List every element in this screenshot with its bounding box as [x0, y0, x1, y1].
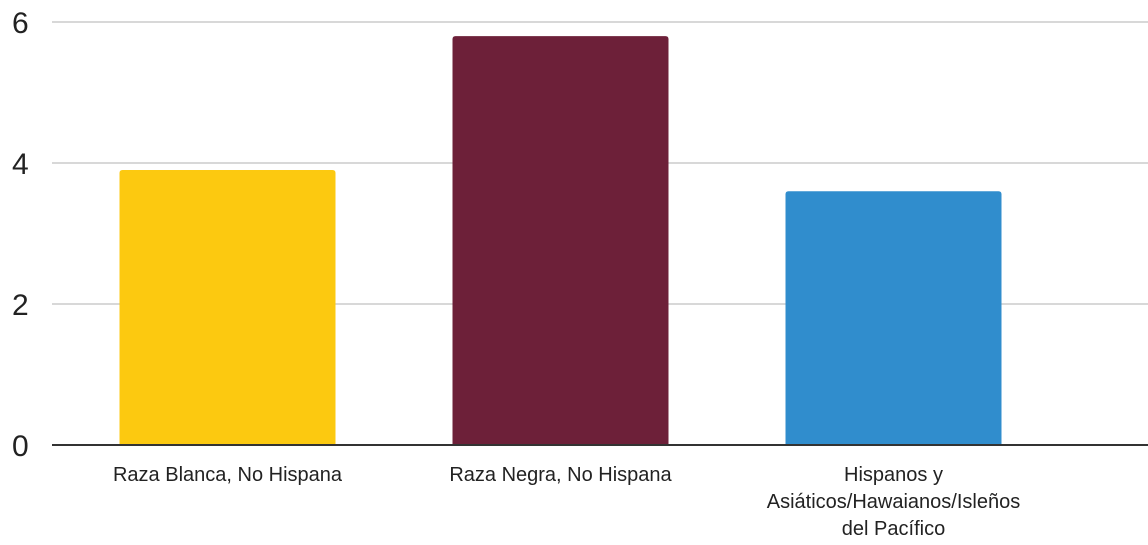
y-tick-label: 4 — [12, 148, 29, 181]
y-tick-label: 6 — [12, 7, 29, 40]
y-tick-label: 0 — [12, 430, 29, 463]
bar-2 — [452, 36, 669, 445]
x-category-label-line: Raza Blanca, No Hispana — [113, 464, 343, 486]
y-tick-label: 2 — [12, 289, 29, 322]
x-category-label: Hispanos y Asiáticos/Hawaianos/Isleños del… — [767, 464, 1020, 540]
x-category-label: Raza Negra, No Hispana — [449, 464, 672, 486]
x-category-label-line: Hispanos y — [844, 464, 943, 486]
x-category-label-line: del Pacífico — [842, 518, 945, 540]
bar-1 — [119, 170, 336, 446]
x-category-label-line: Asiáticos/Hawaianos/Isleños — [767, 491, 1020, 513]
bar-3 — [785, 191, 1002, 445]
x-category-label-line: Raza Negra, No Hispana — [449, 464, 672, 486]
x-category-label: Raza Blanca, No Hispana — [113, 464, 343, 486]
bars — [119, 36, 1002, 446]
y-axis-ticks: 0 2 4 6 — [12, 7, 29, 463]
x-axis-labels: Raza Blanca, No Hispana Raza Negra, No Hi… — [113, 464, 1020, 540]
